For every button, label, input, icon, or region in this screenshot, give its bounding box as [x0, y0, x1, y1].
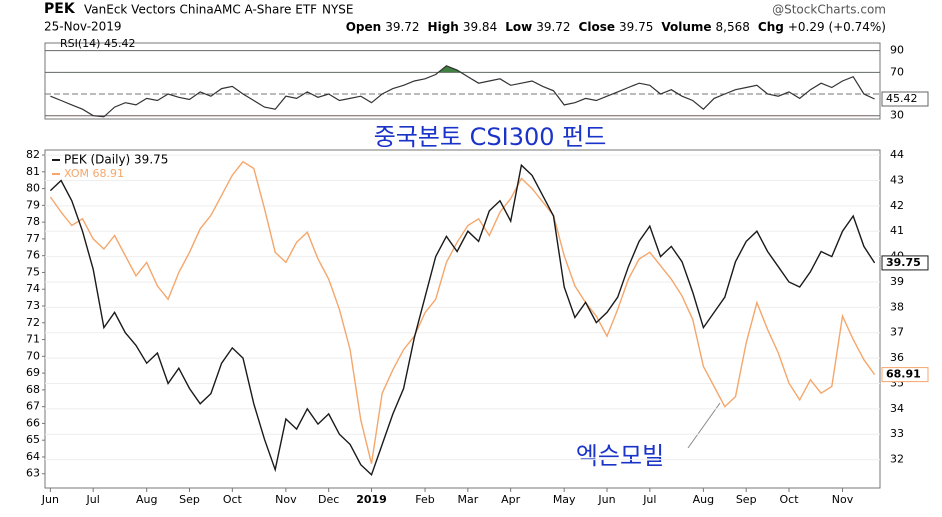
quote-value: 39.72 [536, 20, 570, 34]
x-tick-label: Mar [457, 493, 478, 506]
y2-tick-label: 39 [890, 275, 904, 288]
x-tick-label: Aug [693, 493, 714, 506]
last-value-label: 39.75 [886, 256, 921, 269]
y2-tick-label: 34 [890, 402, 904, 415]
y-tick-label: 77 [26, 232, 40, 245]
y2-tick-label: 43 [890, 173, 904, 186]
y2-tick-label: 36 [890, 351, 904, 364]
y-tick-label: 75 [26, 265, 40, 278]
y2-tick-label: 37 [890, 326, 904, 339]
quote-value: +0.29 (+0.74%) [788, 20, 886, 34]
quote-label: Close [579, 20, 615, 34]
y-tick-label: 73 [26, 299, 40, 312]
x-tick-label: May [553, 493, 576, 506]
symbol: PEK [44, 1, 76, 17]
y2-tick-label: 33 [890, 427, 904, 440]
last-value-label: 45.42 [886, 92, 918, 105]
y-tick-label: 76 [26, 249, 40, 262]
last-value-box [881, 91, 929, 107]
x-tick-label: Nov [275, 493, 297, 506]
x-tick-label: Sep [736, 493, 757, 506]
rsi-frame [44, 42, 881, 120]
y-tick-label: 79 [26, 198, 40, 211]
date: 25-Nov-2019 [44, 20, 122, 34]
quote-label: Volume [661, 20, 711, 34]
annotation-pointer [687, 402, 721, 449]
y-tick-label: 78 [26, 215, 40, 228]
x-tick-label: Jun [597, 493, 615, 506]
x-tick-label: Jun [41, 493, 59, 506]
header: PEK VanEck Vectors ChinaAMC A-Share ETF … [44, 1, 886, 34]
x-tick-label: Jul [642, 493, 656, 506]
y-tick-label: 67 [26, 400, 40, 413]
x-tick-label: Jul [86, 493, 100, 506]
annotation: 엑슨모빌 [576, 442, 664, 470]
y2-tick-label: 41 [890, 224, 904, 237]
exchange: NYSE [322, 3, 354, 17]
last-value-box [881, 367, 929, 383]
last-value-box [881, 255, 929, 271]
y-tick-label: 70 [890, 65, 904, 78]
y-tick-label: 68 [26, 383, 40, 396]
y-tick-label: 81 [26, 165, 40, 178]
last-value-label: 68.91 [886, 368, 921, 381]
y2-tick-label: 42 [890, 199, 904, 212]
y-tick-label: 65 [26, 433, 40, 446]
quote-value: 8,568 [716, 20, 750, 34]
fund-name: VanEck Vectors ChinaAMC A-Share ETF [84, 3, 317, 17]
y-tick-label: 64 [26, 450, 40, 463]
price-line [49, 160, 876, 464]
legend-label: PEK (Daily) 39.75 [64, 153, 168, 167]
y-tick-label: 30 [890, 109, 904, 122]
y-tick-label: 71 [26, 333, 40, 346]
y-tick-label: 72 [26, 316, 40, 329]
y-tick-label: 80 [26, 182, 40, 195]
annotation: 중국본토 CSI300 펀드 [374, 123, 607, 151]
y-tick-label: 66 [26, 416, 40, 429]
quote-label: Chg [758, 20, 784, 34]
rsi-line [50, 65, 875, 118]
x-tick-label: Oct [223, 493, 243, 506]
quote-label: Open [346, 20, 381, 34]
quote-line: Open 39.72 High 39.84 Low 39.72 Close 39.75 Volu… [346, 20, 886, 34]
quote-label: High [428, 20, 459, 34]
y-tick-label: 70 [26, 349, 40, 362]
x-tick-label: Oct [779, 493, 799, 506]
legend-label: XOM 68.91 [64, 167, 124, 180]
y-tick-label: 74 [26, 282, 40, 295]
price-frame [44, 149, 881, 489]
quote-label: Low [505, 20, 532, 34]
x-tick-label: Nov [832, 493, 854, 506]
y-tick-label: 82 [26, 148, 40, 161]
rsi-label: RSI(14) 45.42 [60, 37, 135, 50]
quote-value: 39.84 [463, 20, 497, 34]
x-tick-label: Feb [415, 493, 434, 506]
y2-tick-label: 38 [890, 300, 904, 313]
y-tick-label: 90 [890, 44, 904, 57]
quote-value: 39.75 [619, 20, 653, 34]
y-tick-label: 63 [26, 467, 40, 480]
y2-tick-label: 44 [890, 148, 904, 161]
y-tick-label: 69 [26, 366, 40, 379]
x-tick-label: Sep [179, 493, 200, 506]
x-tick-label: Aug [136, 493, 157, 506]
quote-value: 39.72 [385, 20, 419, 34]
price-line [49, 163, 876, 477]
source: @StockCharts.com [772, 3, 886, 17]
x-tick-label: Dec [318, 493, 339, 506]
x-tick-label: Apr [501, 493, 521, 506]
x-tick-label: 2019 [356, 493, 387, 506]
y2-tick-label: 32 [890, 453, 904, 466]
